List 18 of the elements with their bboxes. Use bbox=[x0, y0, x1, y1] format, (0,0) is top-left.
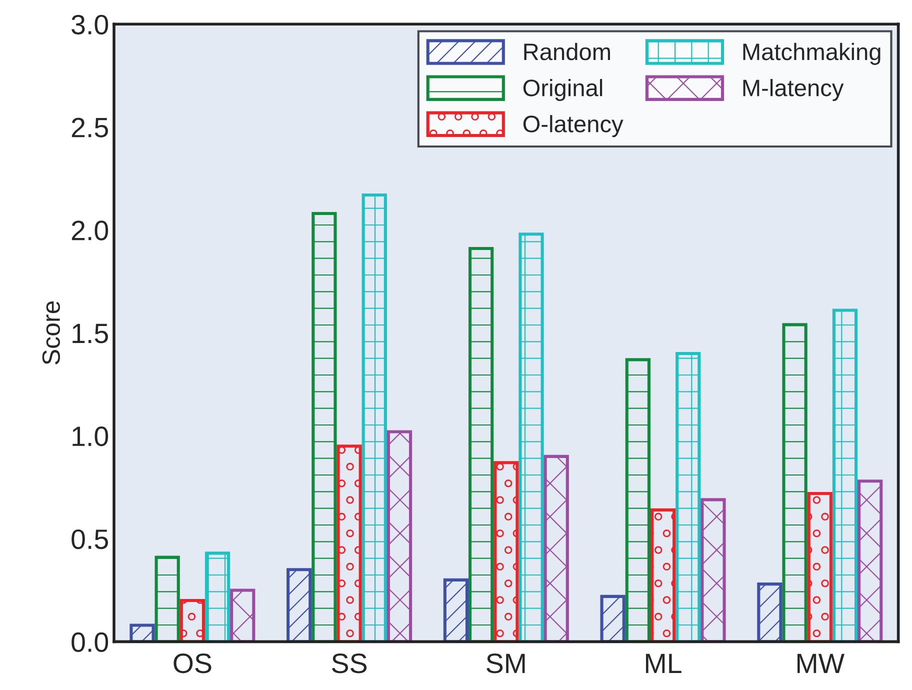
x-tick-label: ML bbox=[646, 654, 682, 673]
y-tick-label: 0.5 bbox=[72, 529, 108, 550]
x-tick-label: OS bbox=[174, 654, 212, 674]
legend-label: Random bbox=[524, 42, 610, 60]
y-tick-label: 2.5 bbox=[72, 118, 108, 138]
y-tick-label: 0.0 bbox=[72, 632, 108, 652]
legend-label: Original bbox=[523, 78, 602, 102]
x-tick-label: SM bbox=[486, 654, 525, 674]
legend-label: O-latency bbox=[523, 115, 624, 138]
x-tick-label: SS bbox=[332, 654, 367, 674]
y-tick-label: 2.0 bbox=[72, 220, 108, 240]
y-tick-label: 1.5 bbox=[72, 324, 108, 344]
legend-label: M-latency bbox=[743, 78, 844, 102]
legend-label: Matchmaking bbox=[743, 42, 880, 65]
y-axis-title: Score bbox=[42, 301, 60, 364]
y-tick-label: 3.0 bbox=[72, 14, 108, 34]
y-tick-label: 1.0 bbox=[72, 426, 108, 446]
x-tick-label: MW bbox=[797, 654, 844, 673]
